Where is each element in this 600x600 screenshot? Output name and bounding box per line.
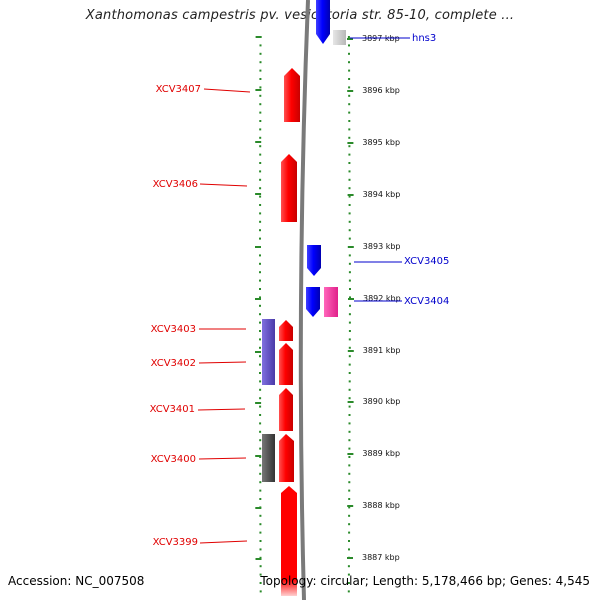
ruler-tick-mark xyxy=(347,194,354,196)
ruler-tick-mark xyxy=(347,246,354,248)
gene-arrow-xcv3399[interactable] xyxy=(281,486,297,596)
ruler-tick-mark xyxy=(347,505,354,507)
feature-dark-block[interactable] xyxy=(262,434,275,482)
ruler-tick-label: 3891 kbp xyxy=(363,346,401,355)
gene-arrow-xcv3400[interactable] xyxy=(279,434,294,482)
gene-label-xcv3402[interactable]: XCV3402 xyxy=(151,358,196,369)
gene-arrow-xcv3401[interactable] xyxy=(279,388,293,431)
leader-xcv3406 xyxy=(199,183,248,187)
ruler-tick-mark xyxy=(347,38,353,40)
gene-arrow-xcv3407[interactable] xyxy=(284,68,300,122)
leader-xcv3400 xyxy=(198,457,247,460)
ruler-tick-label: 3894 kbp xyxy=(363,190,401,199)
gene-arrow-hns3[interactable] xyxy=(316,0,330,44)
ruler-tick-mark xyxy=(348,298,354,300)
map-title: Xanthomonas campestris pv. vesicatoria s… xyxy=(85,8,515,23)
feature-light-block[interactable] xyxy=(333,30,346,45)
gene-arrow-xcv3406[interactable] xyxy=(281,154,297,222)
ruler-tick-label: 3889 kbp xyxy=(362,449,400,458)
leader-xcv3402 xyxy=(198,361,247,364)
gene-arrow-xcv3405[interactable] xyxy=(307,245,321,276)
ruler-tick-label: 3896 kbp xyxy=(362,86,400,95)
ruler-tick-label: 3887 kbp xyxy=(362,553,400,562)
gene-label-xcv3399[interactable]: XCV3399 xyxy=(153,537,198,548)
gene-label-xcv3407[interactable]: XCV3407 xyxy=(156,84,201,95)
backbone-line xyxy=(298,0,310,600)
ruler-tick-mark xyxy=(347,90,354,92)
gene-arrow-xcv3402[interactable] xyxy=(279,343,293,385)
ruler-tick-label: 3893 kbp xyxy=(363,242,401,251)
ruler-tick-mark xyxy=(347,142,354,144)
ruler-tick-mark xyxy=(347,557,353,559)
topology-summary: Topology: circular; Length: 5,178,466 bp… xyxy=(260,574,590,588)
feature-violet-block[interactable] xyxy=(262,319,275,385)
gene-label-xcv3406[interactable]: XCV3406 xyxy=(153,179,198,190)
gene-label-xcv3400[interactable]: XCV3400 xyxy=(151,454,196,465)
leader-xcv3407 xyxy=(203,88,251,93)
ruler-tick-mark xyxy=(347,401,354,403)
ruler-right xyxy=(347,36,354,593)
leader-xcv3399 xyxy=(199,540,248,544)
ruler-left xyxy=(255,36,262,593)
ruler-tick-label: 3895 kbp xyxy=(362,138,400,147)
gene-label-hns3[interactable]: hns3 xyxy=(412,33,436,44)
ruler-tick-mark xyxy=(347,453,354,455)
feature-pink-block[interactable] xyxy=(324,287,338,317)
ruler-tick-label: 3890 kbp xyxy=(363,397,401,406)
gene-label-xcv3405[interactable]: XCV3405 xyxy=(404,256,449,267)
ruler-tick-label: 3892 kbp xyxy=(363,294,401,303)
accession-text: Accession: NC_007508 xyxy=(8,574,145,588)
gene-label-xcv3404[interactable]: XCV3404 xyxy=(404,296,449,307)
gene-arrow-xcv3403[interactable] xyxy=(279,320,293,341)
ruler-tick-mark xyxy=(347,350,354,352)
ruler-tick-label: 3888 kbp xyxy=(362,501,400,510)
gene-arrow-xcv3404[interactable] xyxy=(306,287,320,317)
gene-label-xcv3403[interactable]: XCV3403 xyxy=(151,324,196,335)
leader-xcv3401 xyxy=(197,408,246,411)
gene-label-xcv3401[interactable]: XCV3401 xyxy=(150,404,195,415)
